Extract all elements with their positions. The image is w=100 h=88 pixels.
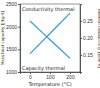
series-line: [30, 13, 70, 54]
tick: 0.20: [80, 35, 93, 41]
plot-frame: [20, 4, 80, 72]
tick-label: 0.25: [83, 18, 93, 24]
x-axis: 0 100 200: [21, 72, 81, 80]
series-label: Conductivity thermal: [22, 6, 75, 13]
tick-label: 2000: [6, 24, 17, 30]
x-axis-title: Temperature (°C): [27, 81, 71, 88]
tick-label: 200: [66, 74, 75, 80]
tick: 0.25: [80, 18, 93, 24]
series-line: [30, 21, 70, 58]
tick: 1000: [6, 69, 20, 75]
tick: 2000: [6, 24, 20, 30]
tick: 1500: [6, 46, 20, 52]
tick-mark: [18, 27, 20, 28]
tick-label: 0: [29, 74, 32, 80]
tick: 100: [46, 72, 55, 80]
tick-mark: [18, 4, 20, 5]
y2-axis: 0.15 0.20 0.25: [80, 5, 93, 73]
axis-line: [81, 5, 83, 73]
y-axis-title: Mass heat capacity [J/kg·K]: [0, 10, 5, 65]
chart: 0 100 200 1000 1500 2000 2500 0.15 0.20 0.25 Condu…: [0, 0, 100, 88]
tick-mark: [18, 72, 20, 73]
plot-area: [30, 13, 70, 58]
tick-label: 0.20: [83, 35, 93, 41]
tick-label: 0.15: [83, 52, 93, 58]
y-axis: 1000 1500 2000 2500: [6, 1, 21, 75]
series-label: Capacity thermal: [22, 65, 65, 72]
axis-line: [18, 5, 21, 73]
tick-mark: [80, 21, 82, 22]
tick-label: 2500: [6, 1, 17, 7]
y2-axis-title: Thermal conductivity [W/m·K]: [97, 7, 100, 68]
tick-mark: [18, 49, 20, 50]
tick-label: 100: [46, 74, 55, 80]
tick-label: 1000: [6, 69, 17, 75]
tick: 0: [29, 72, 32, 80]
tick: 200: [66, 72, 75, 80]
tick-mark: [80, 55, 82, 56]
tick: 0.15: [80, 52, 93, 58]
tick-label: 1500: [6, 46, 17, 52]
tick-mark: [80, 38, 82, 39]
tick: 2500: [6, 1, 20, 7]
